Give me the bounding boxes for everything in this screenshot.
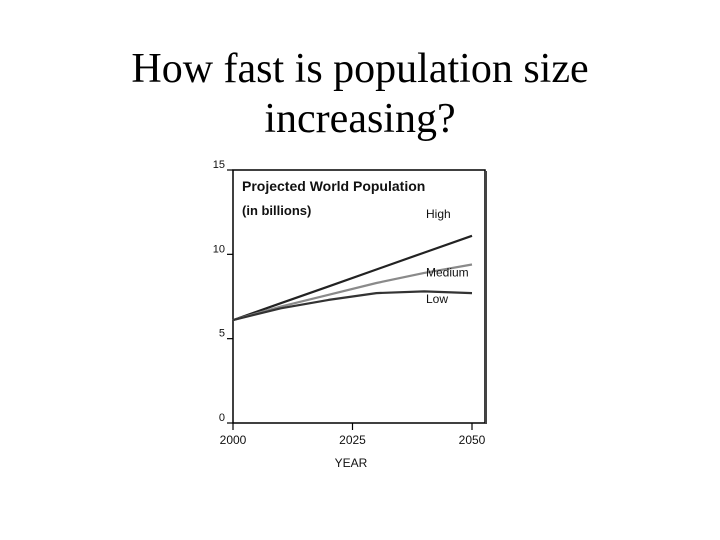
slide-title-line-2: increasing? [264,96,456,142]
series-label-low: Low [426,292,448,306]
series-label-high: High [426,207,451,221]
series-line-low [232,290,473,322]
x-tick-label: 2025 [339,433,366,447]
series-label-medium: Medium [426,265,469,279]
series-line-high [232,234,473,322]
y-tick-label: 5 [219,328,225,340]
x-tick-label: 2000 [220,433,247,447]
x-tick-label: 2050 [459,433,486,447]
y-tick-label: 15 [213,159,225,171]
series-lines [232,234,473,322]
y-tick-label: 0 [219,412,225,424]
y-axis: 0 5 10 15 [213,159,233,424]
slide-title: How fast is population size increasing? [0,44,720,144]
y-tick-label: 10 [213,243,225,255]
series-line-medium [232,263,473,322]
slide-title-line-1: How fast is population size [131,46,589,92]
chart-title: Projected World Population [242,178,425,194]
series-labels: High Medium Low [426,207,469,306]
chart-subtitle: (in billions) [242,203,311,218]
x-axis: 2000 2025 2050 [220,423,486,447]
x-axis-label: YEAR [335,456,368,470]
